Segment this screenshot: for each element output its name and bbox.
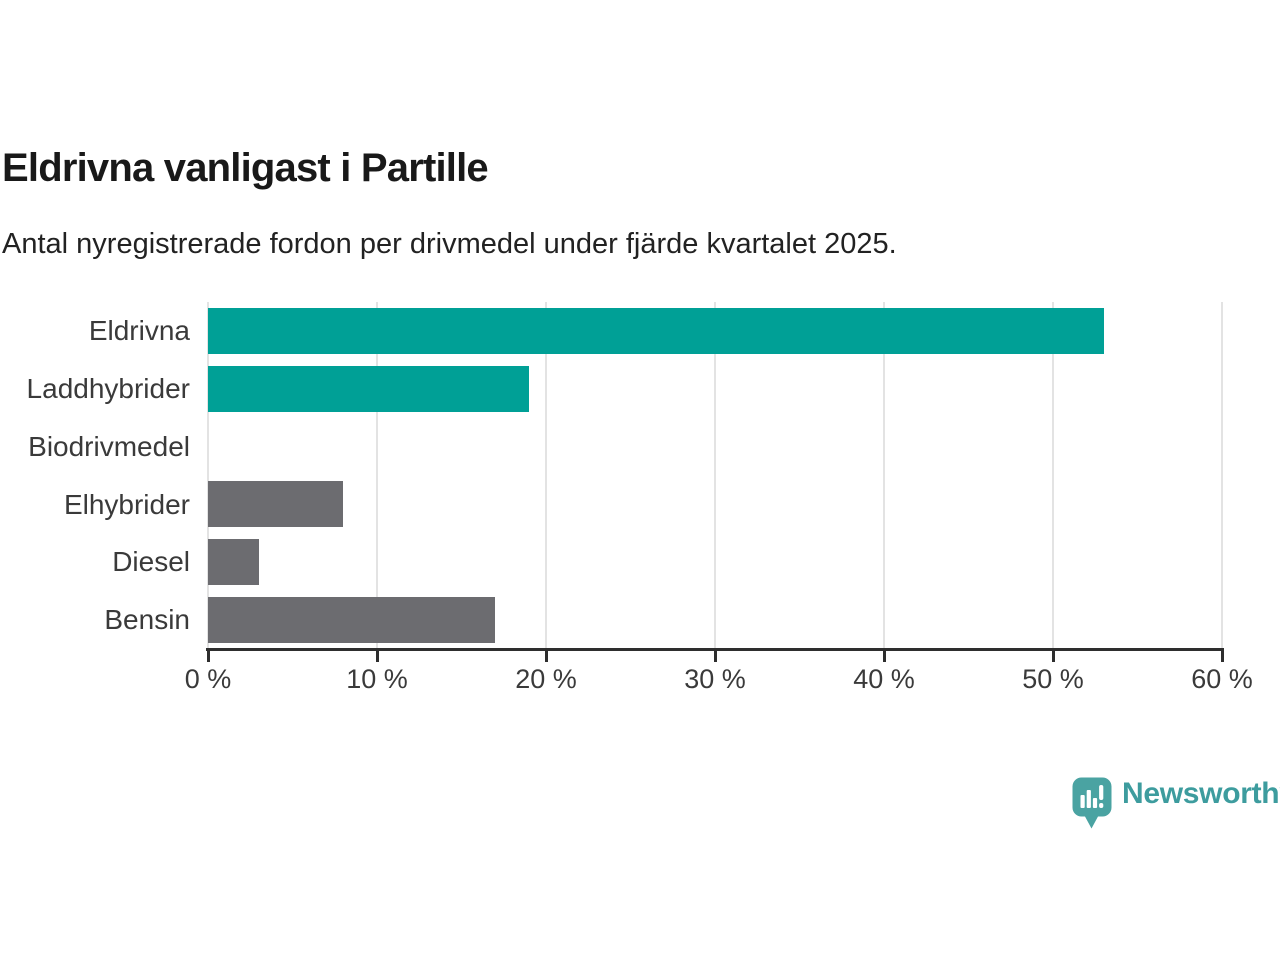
gridline-50 bbox=[1052, 302, 1054, 649]
x-axis-tick-10 bbox=[375, 648, 379, 662]
bar-elhybrider bbox=[208, 481, 344, 528]
bar-laddhybrider bbox=[208, 365, 530, 412]
gridline-0 bbox=[207, 302, 209, 649]
x-axis-tick-30 bbox=[713, 648, 717, 662]
chart-title: Eldrivna vanligast i Partille bbox=[2, 146, 489, 190]
x-axis-tick-label: 0 % bbox=[184, 664, 232, 694]
bar-diesel bbox=[208, 539, 259, 586]
gridline-40 bbox=[883, 302, 885, 649]
logo-bar-2 bbox=[1086, 790, 1091, 808]
gridline-10 bbox=[376, 302, 378, 649]
y-axis-label: Biodrivmedel bbox=[28, 430, 190, 462]
logo-bar-3 bbox=[1092, 798, 1098, 808]
x-axis-tick-label: 10 % bbox=[346, 664, 408, 694]
x-axis-line bbox=[206, 648, 1224, 651]
gridline-20 bbox=[545, 302, 547, 649]
x-axis-tick-label: 60 % bbox=[1191, 664, 1253, 694]
y-axis-label: Diesel bbox=[112, 546, 190, 578]
x-axis-tick-label: 40 % bbox=[853, 664, 915, 694]
newsworthy-logo: Newsworthy bbox=[1071, 776, 1280, 830]
bar-bensin bbox=[208, 597, 496, 644]
logo-exclamation-dot bbox=[1099, 803, 1104, 808]
x-axis-tick-60 bbox=[1220, 648, 1224, 662]
bar-eldrivna bbox=[208, 307, 1104, 354]
y-axis-label: Bensin bbox=[104, 604, 190, 636]
newsworthy-logo-icon bbox=[1072, 777, 1112, 829]
x-axis-tick-label: 30 % bbox=[684, 664, 746, 694]
y-axis-label: Eldrivna bbox=[88, 315, 190, 346]
x-axis-tick-50 bbox=[1051, 648, 1055, 662]
x-axis-tick-20 bbox=[544, 648, 548, 662]
x-axis-tick-0 bbox=[206, 648, 210, 662]
x-axis-tick-label: 50 % bbox=[1022, 664, 1084, 694]
newsworthy-logo-text: Newsworthy bbox=[1122, 777, 1280, 810]
x-axis-tick-label: 20 % bbox=[515, 664, 577, 694]
y-axis-label: Elhybrider bbox=[63, 488, 190, 520]
logo-exclamation-bar bbox=[1099, 785, 1104, 800]
y-axis-label: Laddhybrider bbox=[26, 372, 190, 404]
logo-bar-1 bbox=[1080, 795, 1085, 808]
x-axis-tick-40 bbox=[882, 648, 886, 662]
gridline-30 bbox=[714, 302, 716, 649]
gridline-60 bbox=[1221, 302, 1223, 649]
chart-subtitle: Antal nyregistrerade fordon per drivmede… bbox=[2, 228, 897, 260]
